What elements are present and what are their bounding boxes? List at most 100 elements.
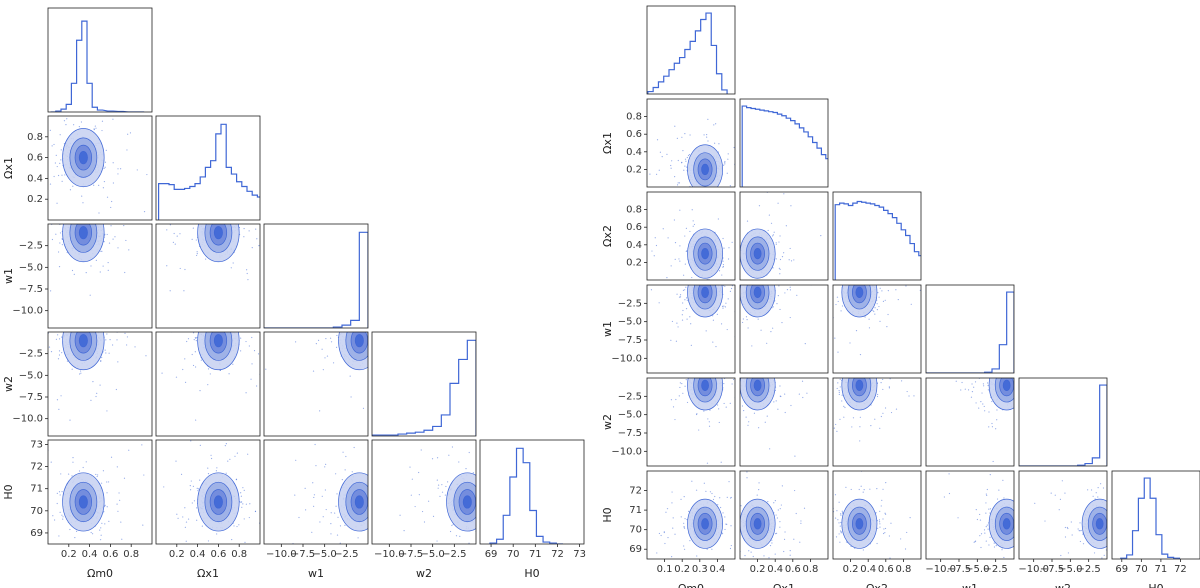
x-tick-label: 0.4 <box>82 549 98 560</box>
x-tick-label: −7.5 <box>291 549 315 560</box>
y-tick-label: 73 <box>30 439 43 450</box>
panel-frame <box>646 284 736 374</box>
panel-frame <box>371 439 477 545</box>
panel-Ω_m0-w1: −10.0 −7.5 −5.0 −2.5 w1 <box>2 223 153 329</box>
y-tick-label: −7.5 <box>19 392 43 403</box>
x-tick-label: 0.6 <box>785 564 801 575</box>
panel-Ω_x2-w2 <box>832 377 922 467</box>
histogram-H_0 <box>489 447 563 544</box>
y-tick-label: −5.0 <box>618 317 642 328</box>
x-tick-label: −2.5 <box>984 564 1008 575</box>
y-tick-label: 0.6 <box>626 129 642 140</box>
x-tick-label: 0.4 <box>767 564 783 575</box>
y-axis-label-H_0: H0 <box>601 507 614 522</box>
panel-w2-w2 <box>371 331 477 437</box>
panel-frame <box>1111 470 1200 560</box>
x-tick-label: 0.2 <box>169 549 185 560</box>
panel-Ω_x1-w1 <box>739 284 829 374</box>
x-tick-label: −5.0 <box>421 549 445 560</box>
histogram-Ω_x2 <box>834 200 921 280</box>
panel-Ω_x1-w2 <box>739 377 829 467</box>
x-tick-label: 70 <box>1135 564 1148 575</box>
x-tick-label: 72 <box>551 549 564 560</box>
panel-frame <box>832 470 922 560</box>
panel-Ω_x2-w1 <box>832 284 922 374</box>
x-axis-label-Ω_x2: Ωx2 <box>866 582 888 588</box>
y-axis-label-w2: w2 <box>601 414 614 430</box>
x-tick-label: 0.2 <box>674 564 690 575</box>
x-tick-label: 71 <box>1155 564 1168 575</box>
panel-Ω_m0-Ω_x2: 0.2 0.4 0.6 0.8 Ωx2 <box>601 191 736 281</box>
panel-frame <box>739 470 829 560</box>
y-tick-label: 0.4 <box>626 240 642 251</box>
panel-Ω_m0-w1: −10.0 −7.5 −5.0 −2.5 w1 <box>601 284 736 374</box>
panel-H_0-H_0: 69 70 71 72 73 H0 <box>479 439 586 580</box>
histogram-Ω_x1 <box>158 123 260 220</box>
x-tick-label: −7.5 <box>399 549 423 560</box>
panel-frame <box>739 377 829 467</box>
histogram-H_0 <box>1120 477 1181 559</box>
y-tick-label: 0.6 <box>626 222 642 233</box>
y-tick-label: 0.4 <box>27 173 43 184</box>
panel-frame <box>371 331 477 437</box>
y-tick-label: −7.5 <box>618 428 642 439</box>
panel-frame <box>646 377 736 467</box>
panel-Ω_m0-w2: −10.0 −7.5 −5.0 −2.5 w2 <box>2 331 153 437</box>
contour-level-4 <box>701 286 709 298</box>
contour-level-4 <box>354 495 364 509</box>
contour-level-4 <box>213 226 223 240</box>
y-tick-label: −2.5 <box>618 391 642 402</box>
panel-Ω_m0-Ω_m0 <box>646 5 736 95</box>
histogram-Ω_m0 <box>50 20 145 112</box>
y-tick-label: 0.8 <box>27 132 43 143</box>
x-axis-label-w2: w2 <box>416 567 432 580</box>
histogram-w1 <box>926 291 1014 373</box>
y-tick-label: −7.5 <box>19 284 43 295</box>
y-tick-label: −2.5 <box>19 241 43 252</box>
x-tick-label: 0.8 <box>895 564 911 575</box>
x-tick-label: 73 <box>573 549 586 560</box>
y-tick-label: 72 <box>629 486 642 497</box>
x-tick-label: 0.6 <box>878 564 894 575</box>
y-tick-label: −2.5 <box>19 349 43 360</box>
contour-level-4 <box>753 247 762 260</box>
panel-frame <box>155 223 261 329</box>
panel-frame <box>47 115 153 221</box>
panel-w1-w1 <box>925 284 1015 374</box>
y-axis-label-w2: w2 <box>2 376 15 392</box>
panel-Ω_m0-H_0: 0.10.20.30.4 Ωm0 69 70 71 72 H0 <box>601 470 736 588</box>
x-tick-label: 0.2 <box>61 549 77 560</box>
x-tick-label: −2.5 <box>442 549 466 560</box>
panel-frame <box>925 377 1015 467</box>
histogram-w1 <box>264 231 368 328</box>
y-tick-label: 0.4 <box>626 147 642 158</box>
panel-w1-H_0: −10.0−7.5−5.0−2.5 w1 <box>925 470 1015 588</box>
x-axis-label-w2: w2 <box>1055 582 1071 588</box>
panel-frame <box>739 191 829 281</box>
x-tick-label: 0.3 <box>692 564 708 575</box>
panel-frame <box>47 223 153 329</box>
panel-frame <box>646 470 736 560</box>
x-axis-label-H_0: H0 <box>1148 582 1163 588</box>
y-tick-label: 0.2 <box>27 194 43 205</box>
y-tick-label: 0.8 <box>626 112 642 123</box>
histogram-Ω_x1 <box>741 105 828 187</box>
x-tick-label: 70 <box>507 549 520 560</box>
x-tick-label: 0.8 <box>231 549 247 560</box>
x-axis-label-Ω_x1: Ωx1 <box>197 567 219 580</box>
panel-Ω_m0-Ω_x1: 0.2 0.4 0.6 0.8 Ωx1 <box>2 115 153 221</box>
histogram-w2 <box>1019 384 1107 466</box>
panel-frame <box>925 470 1015 560</box>
panel-frame <box>832 191 922 281</box>
panel-w1-w2 <box>925 377 1015 467</box>
x-tick-label: 0.6 <box>210 549 226 560</box>
panel-frame <box>47 331 153 437</box>
y-tick-label: 70 <box>30 506 43 517</box>
y-tick-label: −5.0 <box>19 262 43 273</box>
y-tick-label: 0.8 <box>626 205 642 216</box>
contour-level-4 <box>1002 518 1011 530</box>
panel-Ω_x1-Ω_x1 <box>155 115 261 221</box>
y-tick-label: −10.0 <box>12 414 43 425</box>
y-axis-label-Ω_x1: Ωx1 <box>2 157 15 179</box>
x-tick-label: −2.5 <box>334 549 358 560</box>
